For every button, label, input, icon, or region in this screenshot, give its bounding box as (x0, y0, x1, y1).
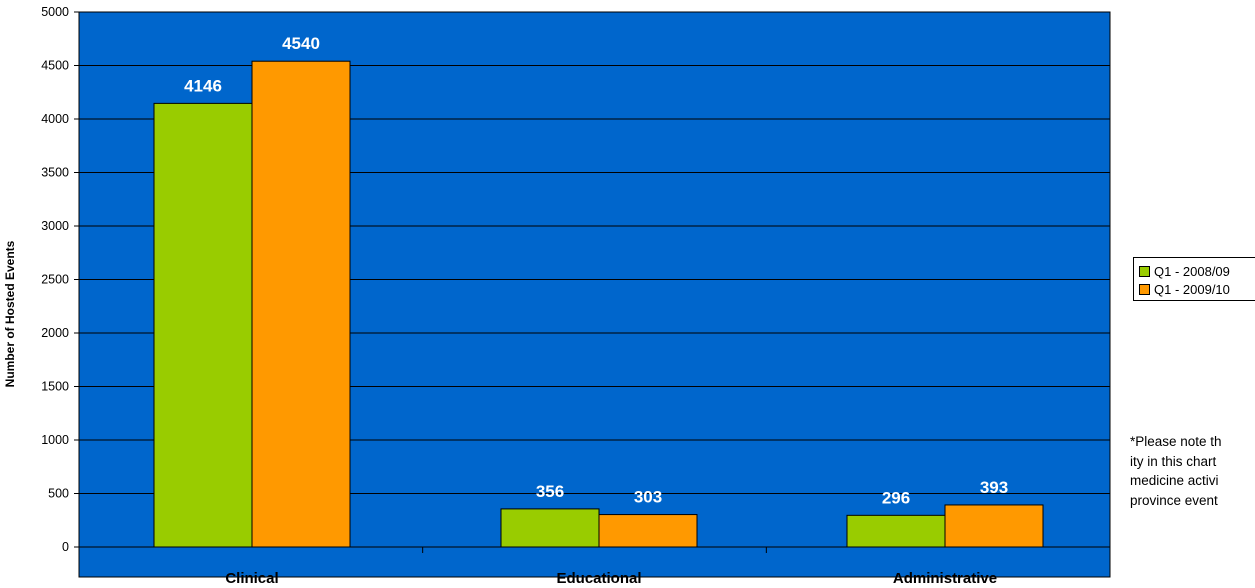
legend-swatch-2009 (1139, 283, 1150, 295)
y-tick-label-1000: 1000 (41, 433, 69, 447)
legend-label-2009: Q1 - 2009/10 (1154, 281, 1230, 297)
bar-clinical-2009 (251, 60, 351, 548)
legend-item-2008: Q1 - 2008/09 (1139, 262, 1255, 280)
legend-label-2008: Q1 - 2008/09 (1154, 263, 1230, 279)
note-line-3: medicine activi (1130, 473, 1219, 488)
data-label-clinical-2008: 4146 (184, 76, 222, 95)
data-label-educational-2009: 303 (634, 488, 662, 507)
y-tick-label-2500: 2500 (41, 273, 69, 287)
data-labels: 4146 4540 356 303 296 393 (184, 34, 1008, 507)
legend-item-2009: Q1 - 2009/10 (1139, 280, 1255, 298)
data-label-educational-2008: 356 (536, 482, 564, 501)
y-tick-label-0: 0 (62, 540, 69, 554)
x-tick-label-educational: Educational (556, 570, 641, 587)
note-line-2: ity in this chart (1130, 453, 1217, 469)
data-label-administrative-2009: 393 (980, 478, 1008, 497)
bar-clinical-2008 (153, 102, 253, 548)
y-tick-label-3500: 3500 (41, 166, 69, 180)
y-tick-label-500: 500 (48, 487, 69, 501)
bar-educational-2009 (598, 514, 698, 548)
legend: Q1 - 2008/09 Q1 - 2009/10 (1133, 257, 1255, 301)
bar-administrative-2009 (944, 504, 1044, 548)
y-axis-title: Number of Hosted Events (3, 240, 17, 387)
bar-administrative-2008 (846, 514, 946, 548)
chart-note: *Please note th ity in this chart medici… (1130, 432, 1255, 510)
x-tick-label-clinical: Clinical (225, 570, 278, 587)
y-tick-label-5000: 5000 (41, 5, 69, 19)
data-label-administrative-2008: 296 (882, 488, 910, 507)
legend-swatch-2008 (1139, 265, 1150, 277)
y-tick-label-3000: 3000 (41, 219, 69, 233)
data-label-clinical-2009: 4540 (282, 34, 320, 53)
note-line-1: *Please note th (1130, 434, 1222, 449)
y-tick-label-4500: 4500 (41, 59, 69, 73)
y-tick-label-4000: 4000 (41, 112, 69, 126)
axes: 0 500 1000 1500 2000 2500 3000 3500 4000 4500 5000… (41, 5, 1110, 587)
x-tick-label-administrative: Administrative (893, 570, 997, 587)
note-line-4: province event (1130, 492, 1218, 508)
bar-educational-2008 (500, 508, 600, 548)
y-tick-label-2000: 2000 (41, 326, 69, 340)
y-tick-label-1500: 1500 (41, 380, 69, 394)
bar-chart: 0 500 1000 1500 2000 2500 3000 3500 4000 4500 5000… (3, 5, 1111, 587)
